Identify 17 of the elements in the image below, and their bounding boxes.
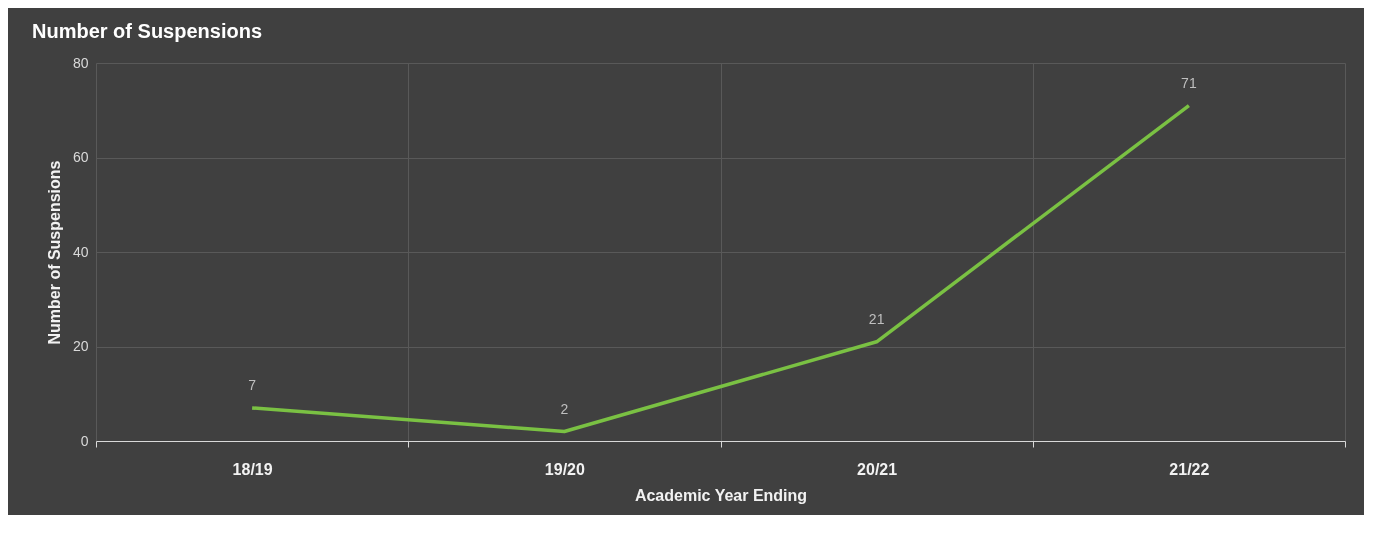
y-tick-label: 80 xyxy=(72,54,89,71)
y-tick-label: 20 xyxy=(72,338,89,354)
data-label: 21 xyxy=(868,310,885,327)
x-axis-title: Academic Year Ending xyxy=(634,486,808,504)
x-tick-label: 19/20 xyxy=(544,460,585,478)
x-tick-label: 18/19 xyxy=(232,460,273,478)
x-tick-label: 20/21 xyxy=(857,460,898,478)
data-label: 7 xyxy=(248,376,257,393)
chart-title: Number of Suspensions xyxy=(32,20,263,42)
y-tick-label: 0 xyxy=(80,432,89,449)
y-tick-label: 60 xyxy=(72,149,89,165)
y-axis-title: Number of Suspensions xyxy=(45,160,63,345)
line-series xyxy=(250,103,1191,434)
data-label: 2 xyxy=(560,400,569,417)
data-label: 71 xyxy=(1181,74,1197,91)
y-tick-label: 40 xyxy=(72,243,89,260)
x-tick-label: 21/22 xyxy=(1169,460,1210,478)
